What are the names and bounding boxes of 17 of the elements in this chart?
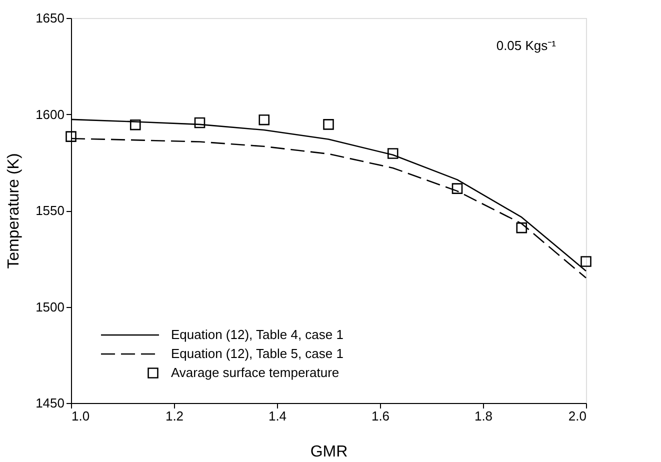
x-tick-label: 1.4 <box>268 408 287 424</box>
y-tick-label: 1650 <box>36 10 64 26</box>
y-axis-title: Temperature (K) <box>6 153 23 269</box>
legend-label: Avarage surface temperature <box>171 365 340 380</box>
x-tick-label: 2.0 <box>568 408 586 424</box>
x-tick-label: 1.0 <box>72 408 90 424</box>
y-tick-label: 1450 <box>36 396 64 410</box>
legend-label: Equation (12), Table 4, case 1 <box>171 327 344 342</box>
y-tick-label: 1600 <box>36 106 64 122</box>
annotation: 0.05 Kgs⁻¹ <box>496 38 557 53</box>
legend-label: Equation (12), Table 5, case 1 <box>171 346 344 361</box>
x-axis-title: GMR <box>310 444 348 460</box>
y-tick-label: 1500 <box>36 299 64 314</box>
y-tick-label: 1550 <box>36 203 64 218</box>
x-tick-label: 1.8 <box>474 408 493 424</box>
x-tick-label: 1.2 <box>165 408 184 424</box>
x-tick-label: 1.6 <box>371 408 390 424</box>
